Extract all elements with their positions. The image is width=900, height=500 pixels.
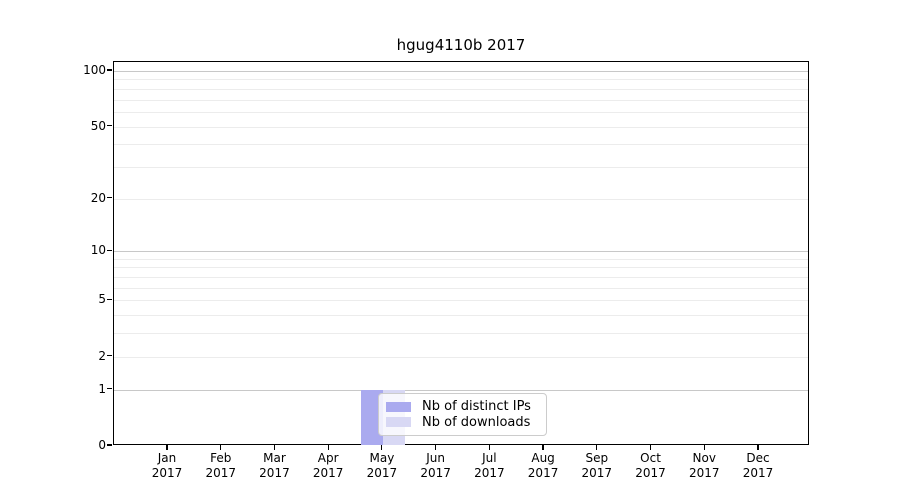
x-tick-label-jul: Jul 2017 [474,451,505,480]
legend: Nb of distinct IPs Nb of downloads [378,393,547,436]
bar-distinct-ips-may [360,389,383,445]
y-tick-label-1: 1 [98,381,106,396]
gridline-y-60 [114,111,808,113]
x-tick-label-dec: Dec 2017 [742,451,774,480]
legend-label: Nb of distinct IPs [422,399,531,415]
downloads-swatch-icon [386,417,411,428]
x-tick-label-jan: Jan 2017 [151,451,183,480]
y-tick-mark [107,249,112,251]
gridline-y-5 [114,300,808,302]
gridline-y-1 [114,389,808,391]
gridline-y-70 [114,99,808,101]
y-tick-label-0: 0 [98,438,106,452]
gridline-y-10 [114,251,808,253]
gridline-y-50 [114,126,808,128]
gridline-y-80 [114,88,808,90]
x-tick-label-mar: Mar 2017 [259,451,290,480]
x-tick-label-jun: Jun 2017 [420,451,451,480]
y-tick-label-2: 2 [98,348,106,363]
legend-entry-distinct-ips: Nb of distinct IPs [386,399,539,415]
x-tick-label-aug: Aug 2017 [527,451,559,480]
gridline-y-3 [114,333,808,335]
x-tick-mark [542,445,544,450]
gridline-y-4 [114,315,808,317]
x-tick-mark [703,445,705,450]
gridline-y-20 [114,198,808,200]
gridline-y-100 [114,71,808,72]
y-tick-mark [107,444,112,446]
y-tick-mark [107,298,112,300]
y-tick-mark [107,388,112,390]
gridline-y-8 [114,267,808,269]
x-tick-mark [435,445,437,450]
gridline-y-30 [114,166,808,168]
x-tick-label-apr: Apr 2017 [312,451,344,480]
x-tick-mark [381,445,383,450]
x-tick-mark [757,445,759,450]
y-tick-label-5: 5 [98,292,106,307]
y-tick-mark [107,124,112,127]
y-tick-mark [107,355,112,357]
x-tick-mark [488,445,490,450]
chart-title: hgug4110b 2017 [396,36,526,54]
legend-label: Nb of downloads [422,414,531,430]
gridline-y-6 [114,287,808,289]
x-tick-label-sep: Sep 2017 [581,451,613,480]
x-tick-label-may: May 2017 [366,451,398,480]
gridline-y-2 [114,356,808,358]
x-tick-label-nov: Nov 2017 [688,451,720,480]
distinct-ips-swatch-icon [386,401,411,412]
x-tick-label-oct: Oct 2017 [635,451,666,480]
y-tick-mark [107,197,112,199]
y-tick-mark [107,69,112,71]
gridline-y-7 [114,277,808,279]
gridline-y-40 [114,144,808,146]
x-tick-mark [327,445,329,450]
y-tick-label-20: 20 [90,190,106,205]
gridline-y-9 [114,258,808,260]
plot-area [113,61,809,445]
y-tick-label-50: 50 [90,118,106,133]
legend-entry-downloads: Nb of downloads [386,415,539,431]
x-tick-label-feb: Feb 2017 [205,451,236,480]
gridline-y-90 [114,79,808,81]
x-tick-mark [166,445,168,450]
y-tick-label-100: 100 [83,63,106,77]
x-tick-mark [649,445,652,450]
x-tick-mark [273,445,276,450]
y-tick-label-10: 10 [90,243,106,258]
x-tick-mark [220,445,222,450]
x-tick-mark [596,445,598,450]
